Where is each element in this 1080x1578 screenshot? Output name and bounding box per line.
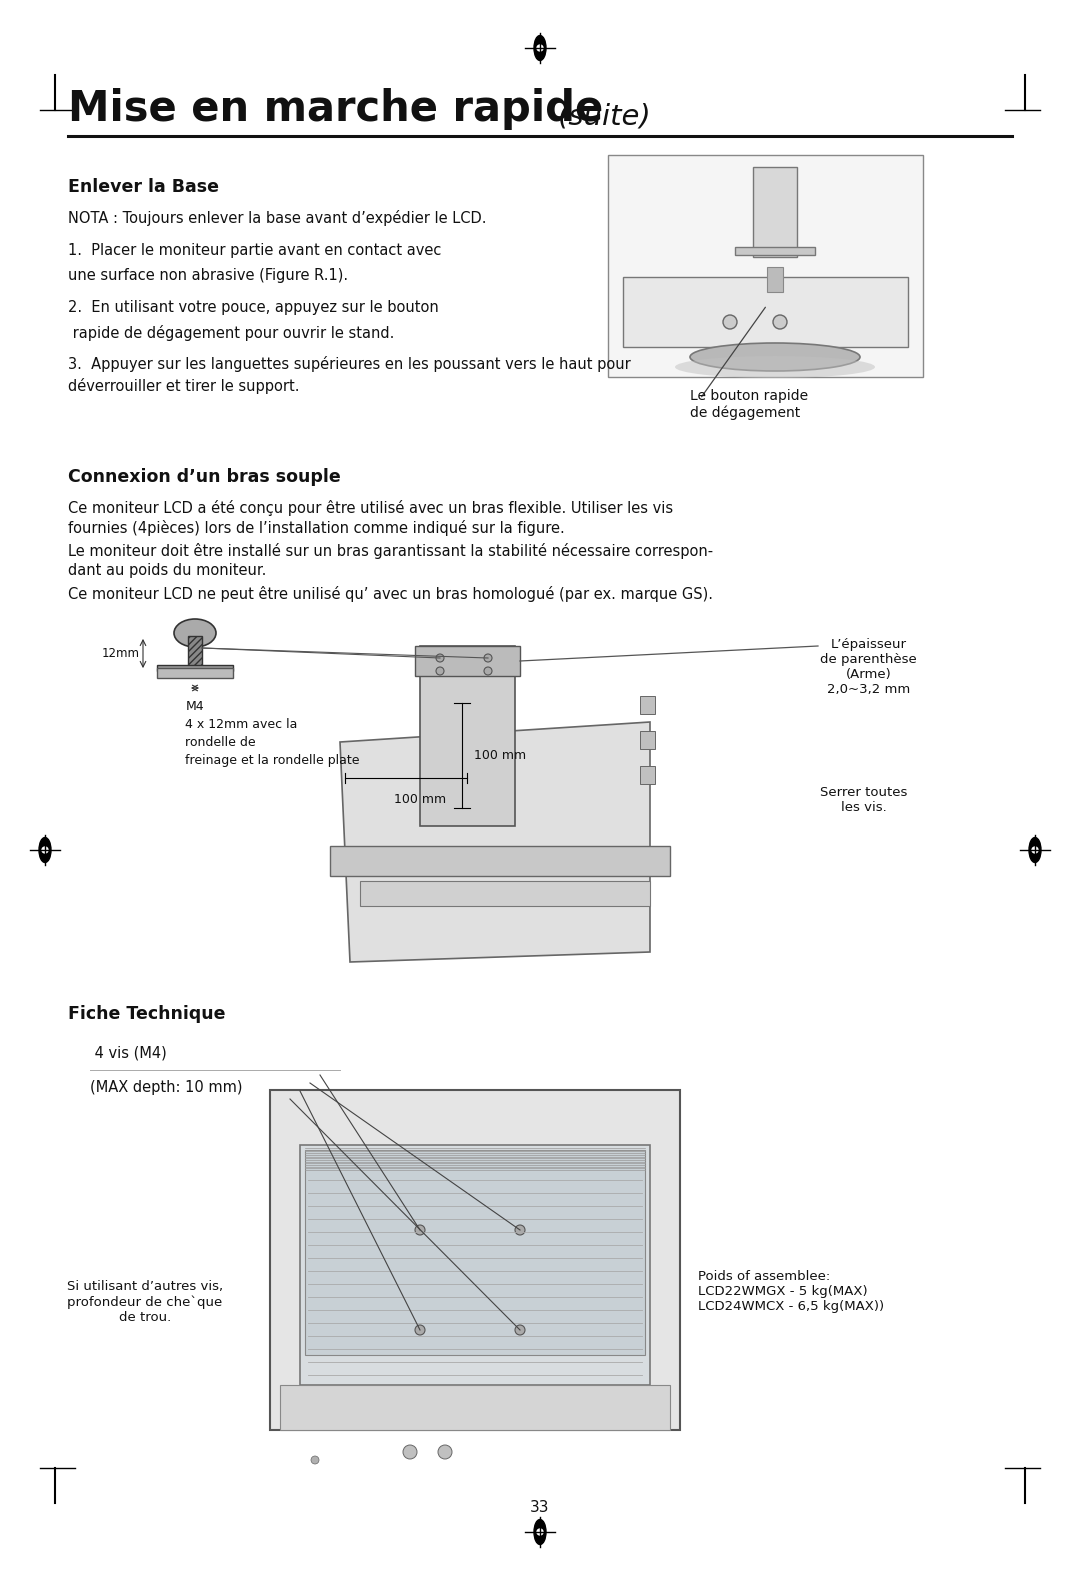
Circle shape xyxy=(436,667,444,675)
Circle shape xyxy=(1032,847,1038,854)
Polygon shape xyxy=(340,723,650,963)
Text: Poids of assemblee:
LCD22WMGX - 5 kg(MAX)
LCD24WMCX - 6,5 kg(MAX)): Poids of assemblee: LCD22WMGX - 5 kg(MAX… xyxy=(698,1270,885,1313)
Text: freinage et la rondelle plate: freinage et la rondelle plate xyxy=(185,754,360,767)
Text: 4 x 12mm avec la: 4 x 12mm avec la xyxy=(185,718,297,731)
Circle shape xyxy=(415,1326,426,1335)
Bar xyxy=(753,167,797,257)
Bar xyxy=(623,278,908,347)
Circle shape xyxy=(311,1456,319,1464)
Text: déverrouiller et tirer le support.: déverrouiller et tirer le support. xyxy=(68,379,299,394)
Bar xyxy=(330,846,670,876)
Bar xyxy=(767,267,783,292)
Ellipse shape xyxy=(690,342,860,371)
Ellipse shape xyxy=(1029,838,1041,863)
Bar xyxy=(415,645,519,675)
Bar xyxy=(640,731,654,750)
Bar xyxy=(270,1090,680,1430)
Text: 1.  Placer le moniteur partie avant en contact avec: 1. Placer le moniteur partie avant en co… xyxy=(68,243,442,257)
Text: Enlever la Base: Enlever la Base xyxy=(68,178,219,196)
Bar xyxy=(157,664,233,671)
Bar xyxy=(360,881,650,906)
Bar xyxy=(157,667,233,679)
Circle shape xyxy=(415,1225,426,1236)
Text: 33: 33 xyxy=(530,1501,550,1515)
Circle shape xyxy=(537,46,543,50)
Ellipse shape xyxy=(675,357,875,379)
Text: Mise en marche rapide: Mise en marche rapide xyxy=(68,88,618,129)
Text: Fiche Technique: Fiche Technique xyxy=(68,1005,226,1023)
Bar xyxy=(640,696,654,713)
Ellipse shape xyxy=(534,1520,546,1545)
Text: 100 mm: 100 mm xyxy=(394,794,446,806)
Text: 100 mm: 100 mm xyxy=(474,748,526,762)
Text: NOTA : Toujours enlever la base avant d’expédier le LCD.: NOTA : Toujours enlever la base avant d’… xyxy=(68,210,486,226)
Circle shape xyxy=(515,1326,525,1335)
Text: Ce moniteur LCD ne peut être unilisé qu’ avec un bras homologué (par ex. marque : Ce moniteur LCD ne peut être unilisé qu’… xyxy=(68,585,713,601)
Ellipse shape xyxy=(174,619,216,647)
Circle shape xyxy=(515,1225,525,1236)
Text: 12mm: 12mm xyxy=(102,647,140,660)
Text: Le bouton rapide
de dégagement: Le bouton rapide de dégagement xyxy=(690,390,808,420)
Circle shape xyxy=(436,653,444,663)
Text: 4 vis (M4): 4 vis (M4) xyxy=(90,1045,166,1060)
Text: rapide de dégagement pour ouvrir le stand.: rapide de dégagement pour ouvrir le stan… xyxy=(68,325,394,341)
Bar xyxy=(608,155,923,377)
Text: 3.  Appuyer sur les languettes supérieures en les poussant vers le haut pour: 3. Appuyer sur les languettes supérieure… xyxy=(68,357,631,372)
Text: Si utilisant d’autres vis,
profondeur de che`que
de trou.: Si utilisant d’autres vis, profondeur de… xyxy=(67,1280,224,1324)
Circle shape xyxy=(438,1445,453,1460)
Bar xyxy=(188,636,202,667)
Circle shape xyxy=(42,847,48,854)
Circle shape xyxy=(403,1445,417,1460)
Text: M4: M4 xyxy=(186,701,204,713)
Circle shape xyxy=(484,653,492,663)
Text: (MAX depth: 10 mm): (MAX depth: 10 mm) xyxy=(90,1079,243,1095)
Circle shape xyxy=(537,1529,543,1535)
Text: 2.  En utilisant votre pouce, appuyez sur le bouton: 2. En utilisant votre pouce, appuyez sur… xyxy=(68,300,438,316)
Circle shape xyxy=(484,667,492,675)
Text: une surface non abrasive (Figure R.1).: une surface non abrasive (Figure R.1). xyxy=(68,268,348,282)
Text: L’épaisseur
de parenthèse
(Arme)
2,0~3,2 mm: L’épaisseur de parenthèse (Arme) 2,0~3,2… xyxy=(820,638,917,696)
Text: Connexion d’un bras souple: Connexion d’un bras souple xyxy=(68,469,341,486)
Bar xyxy=(735,248,815,256)
Bar xyxy=(640,765,654,784)
Text: fournies (4pièces) lors de l’installation comme indiqué sur la figure.: fournies (4pièces) lors de l’installatio… xyxy=(68,521,565,537)
Text: rondelle de: rondelle de xyxy=(185,735,256,750)
Text: Le moniteur doit être installé sur un bras garantissant la stabilité nécessaire : Le moniteur doit être installé sur un br… xyxy=(68,543,713,559)
Bar xyxy=(300,1146,650,1385)
Ellipse shape xyxy=(534,35,546,60)
Text: Ce moniteur LCD a été conçu pour être utilisé avec un bras flexible. Utiliser le: Ce moniteur LCD a été conçu pour être ut… xyxy=(68,500,673,516)
Bar xyxy=(420,645,515,825)
Text: Serrer toutes
les vis.: Serrer toutes les vis. xyxy=(820,786,907,814)
Ellipse shape xyxy=(39,838,51,863)
Circle shape xyxy=(773,316,787,328)
Bar xyxy=(305,1150,645,1356)
Circle shape xyxy=(723,316,737,328)
Text: (suite): (suite) xyxy=(558,103,651,129)
Text: dant au poids du moniteur.: dant au poids du moniteur. xyxy=(68,563,267,578)
Bar xyxy=(280,1385,670,1430)
